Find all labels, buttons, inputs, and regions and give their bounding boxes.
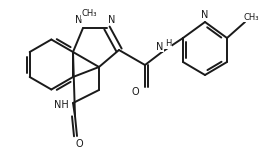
Text: N: N <box>156 42 164 52</box>
Text: N: N <box>201 10 209 20</box>
Text: N: N <box>75 15 83 25</box>
Text: O: O <box>131 87 139 97</box>
Text: O: O <box>75 139 83 149</box>
Text: NH: NH <box>54 100 68 110</box>
Text: N: N <box>108 15 116 25</box>
Text: H: H <box>165 40 171 48</box>
Text: CH₃: CH₃ <box>243 13 259 21</box>
Text: CH₃: CH₃ <box>81 10 97 19</box>
